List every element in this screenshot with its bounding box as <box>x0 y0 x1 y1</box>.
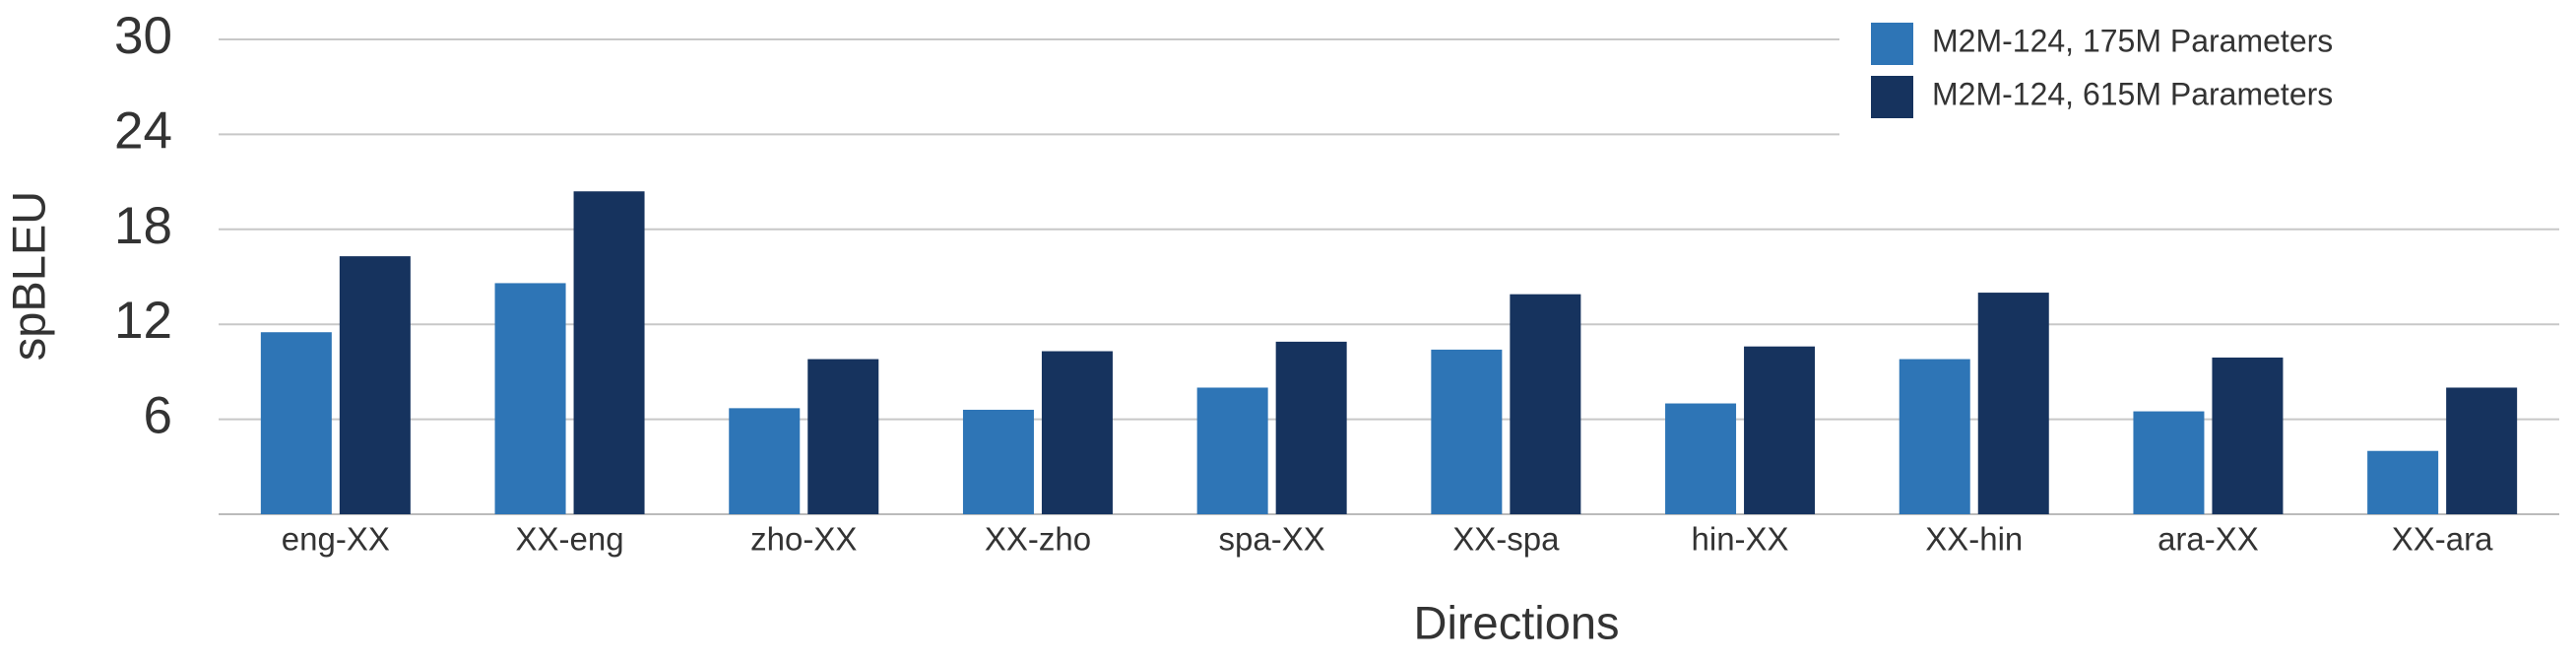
x-tick-label: XX-eng <box>516 521 624 558</box>
y-tick-label: 12 <box>114 292 172 350</box>
legend-label: M2M-124, 615M Parameters <box>1932 76 2333 111</box>
x-tick-label: spa-XX <box>1219 521 1325 558</box>
x-tick-label: eng-XX <box>282 521 390 558</box>
x-tick-label: XX-hin <box>1925 521 2023 558</box>
bar <box>2367 450 2439 514</box>
bar <box>962 409 1034 514</box>
legend-background <box>1839 0 2576 138</box>
legend-swatch <box>1871 76 1913 118</box>
legend-swatch <box>1871 23 1913 65</box>
x-tick-label: XX-spa <box>1452 521 1560 558</box>
bar <box>2133 411 2205 514</box>
y-tick-label: 6 <box>144 387 172 445</box>
bar <box>1665 403 1737 514</box>
bar <box>807 359 879 514</box>
bar <box>1510 294 1581 514</box>
bar <box>729 408 801 514</box>
y-tick-label: 24 <box>114 101 172 160</box>
bar <box>573 191 645 515</box>
y-tick-label: 18 <box>114 197 172 255</box>
bar <box>1431 349 1503 514</box>
x-tick-label: XX-ara <box>2392 521 2493 558</box>
x-tick-label: ara-XX <box>2157 521 2259 558</box>
bar <box>494 283 566 514</box>
bar <box>260 332 332 514</box>
x-tick-label: zho-XX <box>750 521 857 558</box>
bar <box>1041 351 1113 514</box>
bar <box>2212 357 2284 514</box>
bar <box>339 256 411 514</box>
x-tick-label: XX-zho <box>985 521 1091 558</box>
bar <box>1275 341 1347 514</box>
x-tick-label: hin-XX <box>1692 521 1789 558</box>
bar <box>1977 293 2049 514</box>
bar <box>1196 387 1268 514</box>
bar <box>1899 359 1970 514</box>
y-tick-label: 30 <box>114 7 172 65</box>
y-axis-title: spBLEU <box>2 191 54 361</box>
x-axis-title: Directions <box>1414 596 1620 648</box>
bar <box>2446 387 2518 514</box>
legend-label: M2M-124, 175M Parameters <box>1932 23 2333 58</box>
bar <box>1744 346 1816 514</box>
